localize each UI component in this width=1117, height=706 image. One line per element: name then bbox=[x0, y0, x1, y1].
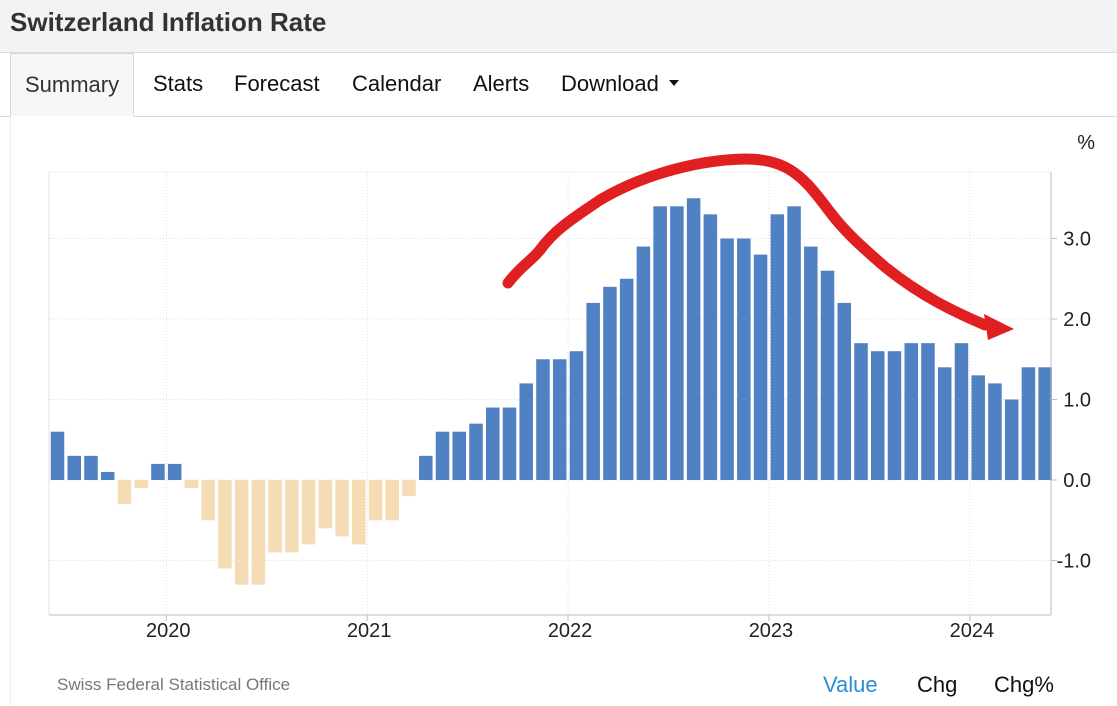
bar[interactable] bbox=[435, 431, 450, 480]
bar[interactable] bbox=[887, 351, 902, 480]
bar[interactable] bbox=[703, 214, 718, 480]
x-tick-label: 2024 bbox=[950, 620, 995, 642]
bar[interactable] bbox=[536, 359, 550, 480]
chevron-down-icon bbox=[668, 80, 679, 87]
bar[interactable] bbox=[318, 480, 333, 529]
x-tick-label: 2021 bbox=[347, 620, 392, 642]
bar[interactable] bbox=[937, 367, 952, 480]
bar[interactable] bbox=[519, 383, 533, 480]
tab-summary[interactable]: Summary bbox=[10, 53, 135, 117]
bar[interactable] bbox=[251, 480, 266, 585]
tab-stats[interactable]: Stats bbox=[153, 71, 204, 96]
bar[interactable] bbox=[402, 480, 416, 497]
y-unit-label: % bbox=[1077, 132, 1095, 154]
panel-border bbox=[10, 117, 11, 706]
bar[interactable] bbox=[1004, 399, 1019, 481]
view-value-button[interactable]: Value bbox=[823, 672, 878, 697]
annotation-arrowhead bbox=[984, 314, 1014, 340]
y-tick-label: 0.0 bbox=[1063, 470, 1091, 492]
bar[interactable] bbox=[971, 375, 985, 480]
bar[interactable] bbox=[268, 480, 282, 553]
bar[interactable] bbox=[619, 278, 634, 480]
x-tick-label: 2020 bbox=[146, 620, 191, 642]
bar[interactable] bbox=[854, 343, 868, 480]
tab-bar: Summary Stats Forecast Calendar Alerts D… bbox=[0, 53, 1117, 117]
bar[interactable] bbox=[201, 480, 215, 521]
tab-download[interactable]: Download bbox=[561, 53, 679, 116]
bar[interactable] bbox=[184, 480, 199, 489]
bar[interactable] bbox=[285, 480, 299, 553]
bar[interactable] bbox=[686, 198, 701, 480]
bar[interactable] bbox=[636, 246, 651, 480]
source-label: Swiss Federal Statistical Office bbox=[57, 675, 291, 694]
x-tick-label: 2022 bbox=[548, 620, 593, 642]
bar[interactable] bbox=[720, 238, 734, 481]
bar[interactable] bbox=[1021, 367, 1036, 480]
bar[interactable] bbox=[84, 455, 98, 480]
bar[interactable] bbox=[753, 254, 768, 480]
bar[interactable] bbox=[502, 407, 517, 480]
bar[interactable] bbox=[603, 286, 617, 480]
bar[interactable] bbox=[469, 423, 483, 480]
bar[interactable] bbox=[921, 343, 935, 480]
bar[interactable] bbox=[218, 480, 232, 569]
bar[interactable] bbox=[301, 480, 316, 545]
bar[interactable] bbox=[670, 206, 684, 481]
bar[interactable] bbox=[837, 302, 852, 480]
bar[interactable] bbox=[352, 480, 366, 545]
y-tick-label: 1.0 bbox=[1063, 390, 1091, 412]
bar[interactable] bbox=[871, 351, 885, 480]
bar[interactable] bbox=[586, 302, 600, 480]
bar[interactable] bbox=[134, 480, 148, 489]
bar[interactable] bbox=[452, 431, 467, 480]
bar[interactable] bbox=[485, 407, 500, 480]
y-tick-label: 2.0 bbox=[1063, 309, 1091, 331]
bar[interactable] bbox=[67, 455, 81, 480]
annotation-arrow bbox=[502, 153, 991, 331]
chart-axes bbox=[48, 171, 1057, 621]
chart-bars bbox=[50, 198, 1052, 585]
bar[interactable] bbox=[737, 238, 751, 481]
bar[interactable] bbox=[335, 480, 349, 537]
bar[interactable] bbox=[100, 471, 115, 480]
bar[interactable] bbox=[117, 480, 132, 505]
bar[interactable] bbox=[1038, 367, 1052, 480]
y-tick-label: -1.0 bbox=[1057, 551, 1091, 573]
view-chg-button[interactable]: Chg bbox=[917, 672, 958, 697]
inflation-chart: % 3.0 2.0 1.0 0.0 -1.0 2020 2021 2022 2023 2024 bbox=[48, 132, 1095, 642]
tab-calendar[interactable]: Calendar bbox=[352, 71, 442, 96]
tab-alerts[interactable]: Alerts bbox=[473, 71, 530, 96]
y-tick-label: 3.0 bbox=[1063, 229, 1091, 251]
bar[interactable] bbox=[804, 246, 818, 480]
bar[interactable] bbox=[419, 455, 433, 480]
bar[interactable] bbox=[234, 480, 249, 585]
bar[interactable] bbox=[820, 270, 835, 480]
y-axis-labels: 3.0 2.0 1.0 0.0 -1.0 bbox=[1057, 229, 1091, 573]
tab-forecast[interactable]: Forecast bbox=[234, 71, 320, 96]
bar[interactable] bbox=[988, 383, 1002, 480]
bar[interactable] bbox=[653, 206, 667, 481]
x-tick-label: 2023 bbox=[749, 620, 794, 642]
header-bar: Switzerland Inflation Rate bbox=[0, 0, 1117, 53]
bar[interactable] bbox=[569, 351, 584, 480]
x-axis-labels: 2020 2021 2022 2023 2024 bbox=[146, 620, 994, 642]
bar[interactable] bbox=[954, 343, 969, 480]
bar[interactable] bbox=[151, 463, 165, 480]
bar[interactable] bbox=[368, 480, 383, 521]
page-title: Switzerland Inflation Rate bbox=[10, 7, 327, 37]
bar[interactable] bbox=[385, 480, 400, 521]
bar[interactable] bbox=[770, 214, 785, 480]
bar[interactable] bbox=[787, 206, 801, 481]
bar[interactable] bbox=[552, 359, 567, 480]
bar[interactable] bbox=[50, 431, 65, 480]
tab-download-label: Download bbox=[561, 71, 659, 96]
view-chgpct-button[interactable]: Chg% bbox=[994, 672, 1054, 697]
bar[interactable] bbox=[904, 343, 918, 480]
bar[interactable] bbox=[167, 463, 182, 480]
